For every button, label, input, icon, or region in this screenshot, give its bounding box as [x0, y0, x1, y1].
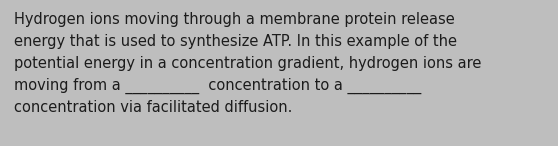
Text: energy that is used to synthesize ATP. In this example of the: energy that is used to synthesize ATP. I… — [14, 34, 457, 49]
Text: moving from a __________  concentration to a __________: moving from a __________ concentration t… — [14, 78, 426, 94]
Text: potential energy in a concentration gradient, hydrogen ions are: potential energy in a concentration grad… — [14, 56, 482, 71]
Text: Hydrogen ions moving through a membrane protein release: Hydrogen ions moving through a membrane … — [14, 12, 455, 27]
Text: concentration via facilitated diffusion.: concentration via facilitated diffusion. — [14, 100, 292, 115]
